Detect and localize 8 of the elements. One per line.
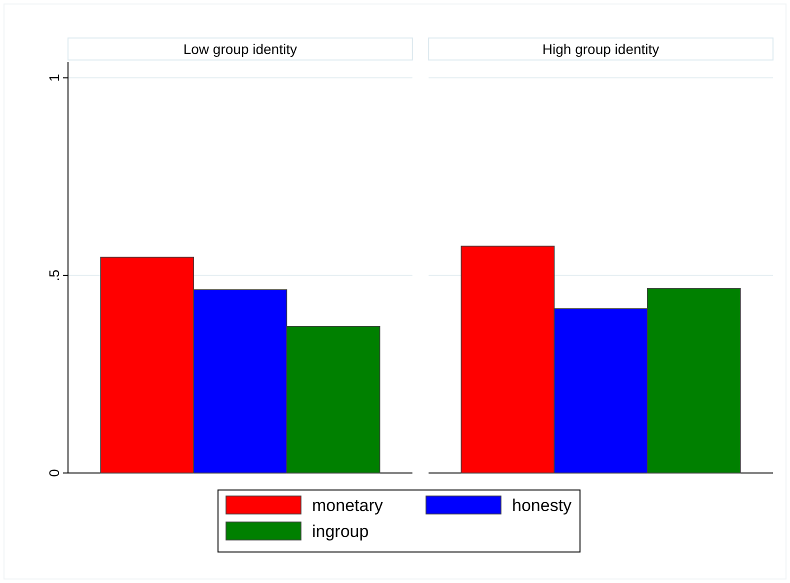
y-tick-label: 0 [46,468,62,477]
legend-label: honesty [512,496,572,515]
legend-label: monetary [312,496,384,515]
x-tick-label: Low group identity [183,41,298,57]
y-tick-label: 1 [46,74,62,82]
y-tick-label: .5 [46,269,62,282]
x-tick-label: High group identity [542,41,660,57]
legend-label: ingroup [312,522,369,541]
